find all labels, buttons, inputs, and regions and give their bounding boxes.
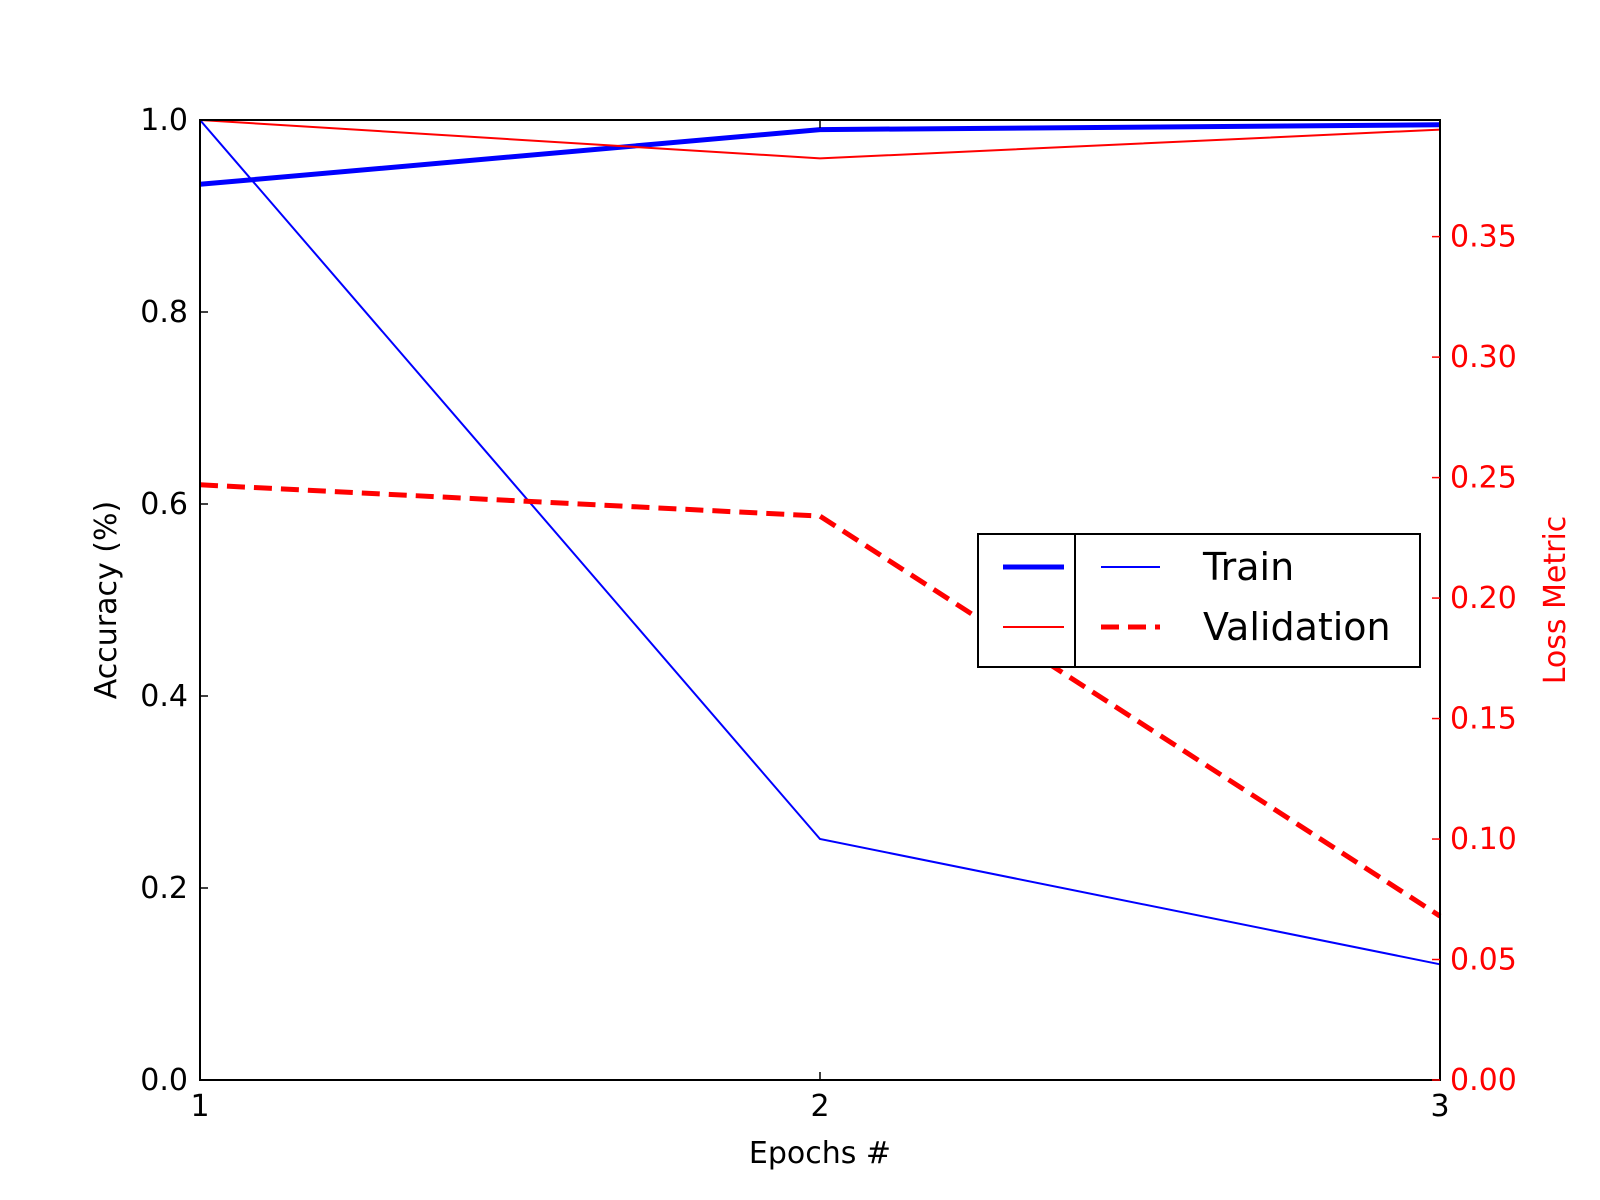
y-right-tick-label-5: 0.25	[1450, 461, 1517, 496]
y-left-tick-label-1: 0.2	[140, 871, 188, 906]
y-left-tick-label-4: 0.8	[140, 295, 188, 330]
legend: Train Validation	[977, 533, 1421, 668]
y-axis-right-label: Loss Metric	[1538, 516, 1573, 685]
ticks-layer: 1 2 3 0.0 0.2 0.4 0.6 0.8 1.0 0.00 0.05 0.10 0.15 0.2…	[140, 103, 1517, 1124]
y-right-tick-label-6: 0.30	[1450, 340, 1517, 375]
y-right-tick-label-4: 0.20	[1450, 581, 1517, 616]
y-left-tick-label-5: 1.0	[140, 103, 188, 138]
x-tick-label-2: 3	[1430, 1089, 1449, 1124]
y-left-tick-label-0: 0.0	[140, 1063, 188, 1098]
y-right-tick-label-7: 0.35	[1450, 220, 1517, 255]
y-right-tick-label-0: 0.00	[1450, 1063, 1517, 1098]
legend-label-train: Train	[1202, 545, 1294, 589]
y-left-tick-label-2: 0.4	[140, 679, 188, 714]
y-left-tick-label-3: 0.6	[140, 487, 188, 522]
series-line-3-right-dashed	[199, 482, 1442, 919]
legend-box	[977, 533, 1421, 668]
x-tick-label-0: 1	[190, 1089, 209, 1124]
y-right-tick-label-2: 0.10	[1450, 822, 1517, 857]
series-layer	[199, 119, 1442, 966]
y-axis-left-label: Accuracy (%)	[89, 501, 124, 699]
y-right-tick-label-3: 0.15	[1450, 702, 1517, 737]
legend-label-validation: Validation	[1203, 605, 1391, 649]
x-axis-label: Epochs #	[749, 1136, 891, 1171]
x-tick-label-1: 2	[810, 1089, 829, 1124]
y-right-tick-label-1: 0.05	[1450, 943, 1517, 978]
